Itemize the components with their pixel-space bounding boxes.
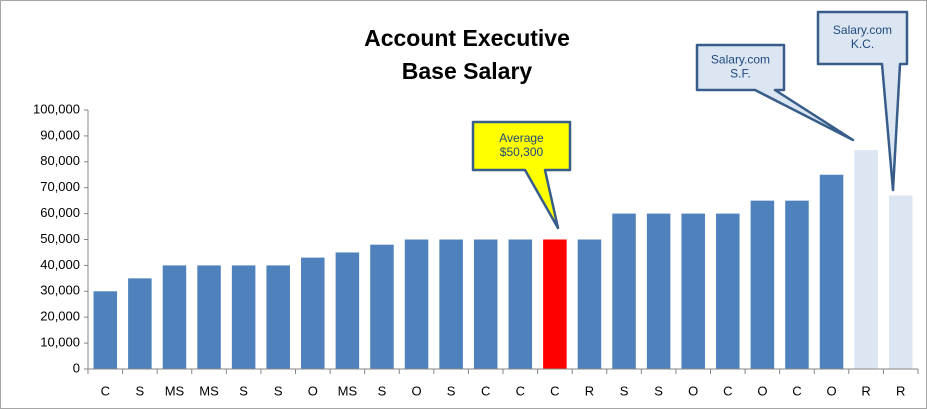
y-tick-label: 80,000: [40, 153, 80, 168]
bar: [197, 265, 221, 369]
x-tick-label: S: [274, 383, 283, 398]
bar: [128, 278, 152, 369]
bar: [162, 265, 187, 369]
bar: [301, 257, 325, 369]
x-tick-label: S: [447, 383, 456, 398]
bar: [646, 213, 671, 369]
bar: [231, 265, 256, 369]
bar: [785, 200, 809, 369]
x-tick-label: O: [308, 383, 318, 398]
x-tick-label: R: [861, 383, 870, 398]
bar: [335, 252, 360, 369]
bar: [612, 213, 636, 369]
bar: [439, 239, 463, 369]
x-tick-label: C: [792, 383, 801, 398]
bar: [819, 174, 844, 369]
callout-text: $50,300: [500, 145, 544, 159]
y-tick-label: 0: [73, 360, 80, 375]
chart-title: Account Executive: [364, 25, 570, 51]
x-tick-label: S: [620, 383, 629, 398]
y-tick-label: 30,000: [40, 283, 80, 298]
y-tick-label: 20,000: [40, 309, 80, 324]
bar: [404, 239, 429, 369]
bar: [93, 291, 118, 369]
bar: [473, 239, 498, 369]
y-tick-label: 60,000: [40, 205, 80, 220]
callout: [695, 43, 855, 142]
y-tick-label: 70,000: [40, 179, 80, 194]
callout: [471, 120, 572, 230]
y-tick-label: 10,000: [40, 335, 80, 350]
x-tick-label: O: [688, 383, 698, 398]
x-tick-label: R: [585, 383, 594, 398]
x-tick-label: O: [826, 383, 836, 398]
x-tick-label: C: [550, 383, 559, 398]
callout-text: Salary.com: [833, 23, 892, 37]
x-tick-label: MS: [338, 383, 358, 398]
callout-text: Salary.com: [711, 53, 770, 67]
x-tick-label: S: [136, 383, 145, 398]
callout-text: Average: [499, 131, 544, 145]
bar: [716, 213, 740, 369]
x-tick-label: MS: [199, 383, 219, 398]
bar: [854, 150, 878, 369]
y-tick-label: 90,000: [40, 127, 80, 142]
x-tick-label: MS: [165, 383, 185, 398]
x-tick-label: C: [101, 383, 110, 398]
bar: [370, 244, 394, 369]
x-tick-label: R: [896, 383, 905, 398]
callout-text: K.C.: [851, 37, 874, 51]
x-tick-label: S: [378, 383, 387, 398]
bar: [681, 213, 705, 369]
x-tick-label: C: [481, 383, 490, 398]
chart-title: Base Salary: [402, 58, 533, 84]
bar: [888, 195, 913, 369]
callout-text: S.F.: [730, 67, 751, 81]
y-tick-label: 100,000: [33, 101, 80, 116]
x-tick-label: O: [757, 383, 767, 398]
bar: [750, 200, 775, 369]
x-tick-label: S: [239, 383, 248, 398]
bar: [508, 239, 533, 369]
y-tick-label: 40,000: [40, 257, 80, 272]
bar: [266, 265, 290, 369]
x-tick-label: C: [723, 383, 732, 398]
y-tick-label: 50,000: [40, 231, 80, 246]
callout: [816, 10, 909, 192]
x-tick-label: O: [411, 383, 421, 398]
x-tick-label: S: [654, 383, 663, 398]
bar: [577, 239, 602, 369]
x-tick-label: C: [516, 383, 525, 398]
bar: [543, 239, 567, 369]
